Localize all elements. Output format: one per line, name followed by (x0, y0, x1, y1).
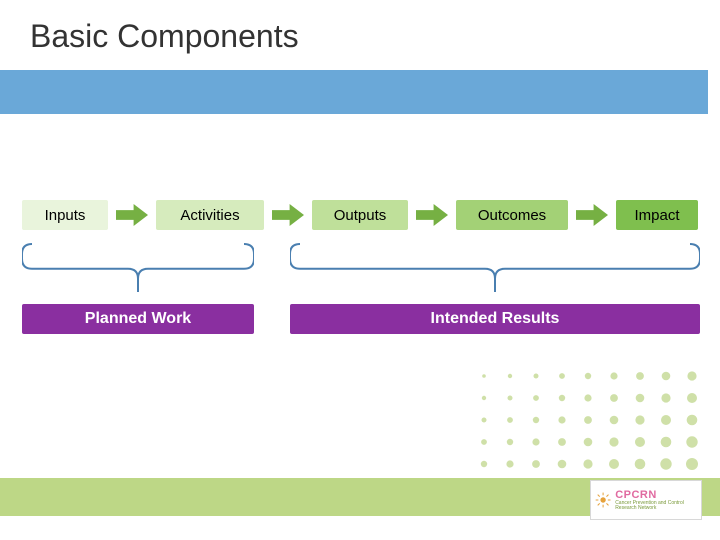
flow-row: Inputs Activities Outputs Outcomes Impact (22, 200, 698, 230)
arrow-icon (416, 204, 448, 226)
group-box-intended-results: Intended Results (290, 304, 700, 334)
planned-work-bracket (22, 238, 254, 294)
flow-box-outputs: Outputs (312, 200, 408, 230)
cpcrn-logo: CPCRN Cancer Prevention and Control Rese… (590, 480, 702, 520)
header-accent-band (0, 70, 708, 114)
arrow-icon (576, 204, 608, 226)
group-box-planned-work: Planned Work (22, 304, 254, 334)
logo-line1: CPCRN (615, 490, 697, 501)
flow-box-impact: Impact (616, 200, 698, 230)
bracket-row (22, 238, 698, 300)
arrow-icon (116, 204, 148, 226)
page-title: Basic Components (30, 18, 720, 55)
logo-line2: Cancer Prevention and Control Research N… (615, 501, 697, 511)
arrow-icon (272, 204, 304, 226)
decorative-dots (464, 364, 704, 474)
flow-box-inputs: Inputs (22, 200, 108, 230)
logo-sun-icon (595, 489, 611, 511)
intended-results-bracket (290, 238, 700, 294)
flow-box-activities: Activities (156, 200, 264, 230)
flow-box-outcomes: Outcomes (456, 200, 568, 230)
